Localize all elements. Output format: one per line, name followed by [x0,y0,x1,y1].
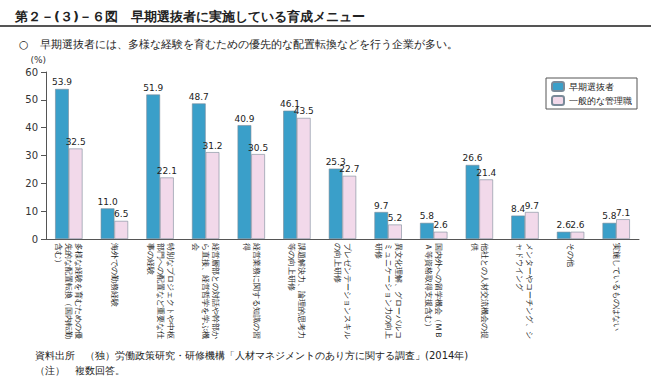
svg-text:メンターやコーチング、シ: メンターやコーチング、シ [525,243,534,339]
svg-text:ミュニケーション力の向上: ミュニケーション力の向上 [384,243,393,339]
svg-text:22.7: 22.7 [339,164,359,174]
svg-text:25.3: 25.3 [325,157,346,168]
svg-text:2.6: 2.6 [570,220,585,230]
svg-text:早期選抜者: 早期選抜者 [569,82,614,92]
svg-text:7.1: 7.1 [616,208,630,218]
svg-text:多様な経験を育むための優: 多様な経験を育むための優 [74,243,83,339]
svg-text:部門への配置など重要な仕: 部門への配置など重要な仕 [156,243,165,339]
svg-text:経営層部との対話や幹部か: 経営層部との対話や幹部か [211,242,220,339]
svg-text:40: 40 [25,122,38,133]
svg-text:2.6: 2.6 [557,220,572,230]
svg-text:50: 50 [25,94,38,105]
svg-text:供: 供 [470,243,479,251]
svg-text:20: 20 [25,178,38,189]
svg-text:国内外への留学機会（ＭＢ: 国内外への留学機会（ＭＢ [434,243,443,339]
svg-text:資料出所 （独）労働政策研究・研修機構「人材マネジメントのあ: 資料出所 （独）労働政策研究・研修機構「人材マネジメントのあり方に関する調査」(… [35,350,468,361]
svg-text:26.6: 26.6 [462,153,482,163]
svg-text:実施しているものはない: 実施しているものはない [612,243,621,331]
svg-text:第２－(３)－６図 早期選抜者に実施している育成メニュー: 第２－(３)－６図 早期選抜者に実施している育成メニュー [14,9,365,24]
svg-text:9.7: 9.7 [525,201,539,211]
svg-text:9.7: 9.7 [374,201,388,211]
svg-text:2.6: 2.6 [433,220,448,230]
svg-text:その他: その他 [566,243,575,267]
svg-text:53.9: 53.9 [52,77,72,87]
svg-text:30.5: 30.5 [248,143,268,153]
svg-text:5.8: 5.8 [602,211,617,221]
svg-text:事の経験: 事の経験 [146,243,155,275]
svg-text:(%): (%) [30,55,46,65]
svg-text:ャドウイング: ャドウイング [515,243,524,292]
svg-text:8.4: 8.4 [511,204,526,214]
svg-text:11.0: 11.0 [98,197,118,207]
svg-text:海外での勤務経験: 海外での勤務経験 [110,243,119,307]
svg-text:51.9: 51.9 [143,83,163,93]
svg-text:46.1: 46.1 [280,99,301,110]
svg-text:30: 30 [25,150,38,161]
svg-text:一般的な管理職: 一般的な管理職 [569,96,632,106]
svg-text:40.9: 40.9 [234,114,254,124]
svg-text:22.1: 22.1 [157,166,177,176]
svg-text:48.7: 48.7 [189,92,209,102]
svg-text:特別なプロジェクトや中枢: 特別なプロジェクトや中枢 [166,243,175,339]
svg-text:研修: 研修 [374,243,383,259]
svg-text:（注） 複数回答。: （注） 複数回答。 [35,365,125,376]
svg-text:会: 会 [191,243,200,251]
svg-text:先的な配置転換（国内転勤: 先的な配置転換（国内転勤 [64,243,73,339]
svg-text:Ａ等資格取得支援含む）: Ａ等資格取得支援含む） [424,243,433,331]
svg-text:等の向上研修: 等の向上研修 [287,243,296,291]
svg-text:10: 10 [25,206,38,217]
svg-text:プレゼンテーションスキル: プレゼンテーションスキル [343,243,352,339]
svg-text:32.5: 32.5 [66,137,86,147]
svg-text:60: 60 [25,67,38,78]
svg-text:5.2: 5.2 [388,213,402,223]
svg-text:21.4: 21.4 [476,168,496,178]
svg-text:の向上研修: の向上研修 [333,243,342,283]
svg-text:他社との人材交流機会の提: 他社との人材交流機会の提 [480,243,489,339]
svg-text:含む）: 含む） [54,243,63,267]
svg-text:6.5: 6.5 [114,209,128,219]
svg-text:5.8: 5.8 [420,211,435,221]
svg-text:31.2: 31.2 [202,141,222,151]
svg-text:○ 早期選抜者には、多様な経験を育むための優先的な配置転換な: ○ 早期選抜者には、多様な経験を育むための優先的な配置転換などを行う企業が多い。 [19,38,458,51]
svg-text:0: 0 [32,234,38,245]
svg-text:課題解決力、論理的思考力: 課題解決力、論理的思考力 [297,243,306,339]
svg-text:得: 得 [242,243,251,251]
svg-text:43.5: 43.5 [294,106,314,116]
svg-text:経営業務に関する知識の習: 経営業務に関する知識の習 [252,242,261,339]
svg-text:ら直接、経営哲学を学ぶ機: ら直接、経営哲学を学ぶ機 [201,243,210,339]
svg-text:異文化理解、グローバルコ: 異文化理解、グローバルコ [394,243,403,339]
